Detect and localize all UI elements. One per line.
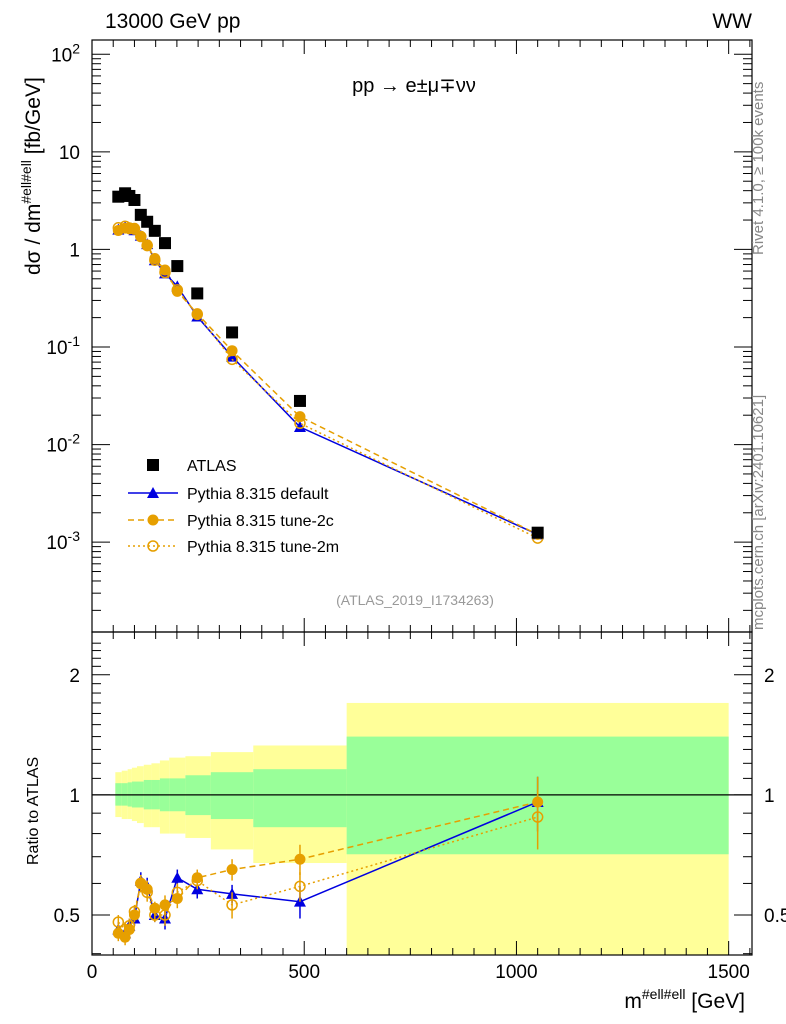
point-tune2m xyxy=(159,266,171,279)
y-axis-label: dσ / dm#ell#ell [fb/GeV] xyxy=(18,77,45,275)
ratio-point-tune2m xyxy=(159,909,171,921)
legend-marker-default xyxy=(147,487,159,498)
y-tick-label: 1 xyxy=(69,240,80,261)
ratio-y-tick-label-right: 1 xyxy=(764,786,775,807)
ratio-point-tune2m xyxy=(531,811,544,823)
rivet-label: Rivet 4.1.0, ≥ 100k events xyxy=(750,82,767,255)
point-atlas xyxy=(148,224,161,237)
x-tick-label: 1500 xyxy=(708,962,750,983)
point-atlas xyxy=(171,260,184,273)
legend-label: Pythia 8.315 tune-2m xyxy=(187,539,339,556)
ratio-point-tune2m xyxy=(128,905,141,918)
x-tick-label: 500 xyxy=(288,962,320,983)
point-atlas xyxy=(128,193,141,206)
y-tick-label: 10-1 xyxy=(46,333,80,359)
point-tune2c xyxy=(226,345,238,357)
legend-label: Pythia 8.315 default xyxy=(187,486,329,503)
point-atlas xyxy=(226,326,239,339)
point-tune2c xyxy=(159,264,171,276)
band-stat-uncertainty xyxy=(253,769,347,828)
header-process: WW xyxy=(712,10,752,33)
ratio-point-tune2m xyxy=(123,919,136,932)
point-tune2m xyxy=(141,239,153,252)
y-tick-label: 102 xyxy=(51,40,80,66)
ratio-y-axis-label: Ratio to ATLAS xyxy=(25,757,42,865)
point-tune2m xyxy=(135,230,147,243)
x-tick-label: 0 xyxy=(87,962,98,983)
legend-label: ATLAS xyxy=(187,458,237,475)
band-stat-uncertainty xyxy=(210,772,254,820)
ratio-y-tick-label: 1 xyxy=(69,786,80,807)
y-tick-label: 10 xyxy=(59,143,80,164)
point-atlas xyxy=(159,237,172,250)
point-tune2m xyxy=(294,417,306,430)
analysis-label: (ATLAS_2019_I1734263) xyxy=(336,592,494,608)
ratio-y-tick-label: 0.5 xyxy=(54,906,80,927)
ratio-y-tick-label-right: 0.5 xyxy=(764,906,786,927)
ratio-point-tune2m xyxy=(191,874,204,887)
ratio-y-tick-label: 2 xyxy=(69,666,80,687)
ratio-point-tune2m xyxy=(135,877,147,890)
point-atlas xyxy=(141,215,154,228)
ratio-point-tune2m xyxy=(294,880,306,893)
legend-label: Pythia 8.315 tune-2c xyxy=(187,513,334,530)
y-tick-label: 10-3 xyxy=(46,528,80,554)
point-atlas xyxy=(293,394,306,407)
point-tune2m xyxy=(112,222,125,234)
x-tick-label: 1000 xyxy=(495,962,537,983)
ratio-y-tick-label-right: 2 xyxy=(764,666,775,687)
x-axis-label: m#ell#ell [GeV] xyxy=(624,986,745,1013)
point-tune2m xyxy=(191,308,204,321)
ratio-point-default xyxy=(171,871,184,883)
point-tune2m xyxy=(123,222,136,234)
ratio-point-tune2m xyxy=(171,886,184,899)
point-tune2m xyxy=(171,284,184,296)
ratio-plot-frame xyxy=(91,631,753,956)
ratio-point-tune2c xyxy=(226,864,238,876)
legend-marker-tune2c xyxy=(147,514,159,526)
plot-title: pp → e±μ∓νν xyxy=(352,75,476,97)
point-default xyxy=(293,421,306,433)
point-atlas xyxy=(531,526,544,539)
ratio-point-tune2m xyxy=(226,899,238,911)
legend-marker-atlas xyxy=(147,459,159,471)
point-tune2m xyxy=(226,353,238,366)
header-energy: 13000 GeV pp xyxy=(105,10,240,33)
ratio-point-tune2m xyxy=(141,886,153,899)
point-tune2m xyxy=(149,254,161,266)
ratio-point-tune2m xyxy=(112,916,125,928)
ratio-point-tune2c xyxy=(294,853,306,865)
y-tick-label: 10-2 xyxy=(46,431,80,457)
mcplots-label: mcplots.cern.ch [arXiv:2401.10621] xyxy=(750,395,767,630)
point-atlas xyxy=(191,287,204,300)
point-tune2m xyxy=(128,222,141,235)
legend-marker-tune2m xyxy=(147,540,159,552)
